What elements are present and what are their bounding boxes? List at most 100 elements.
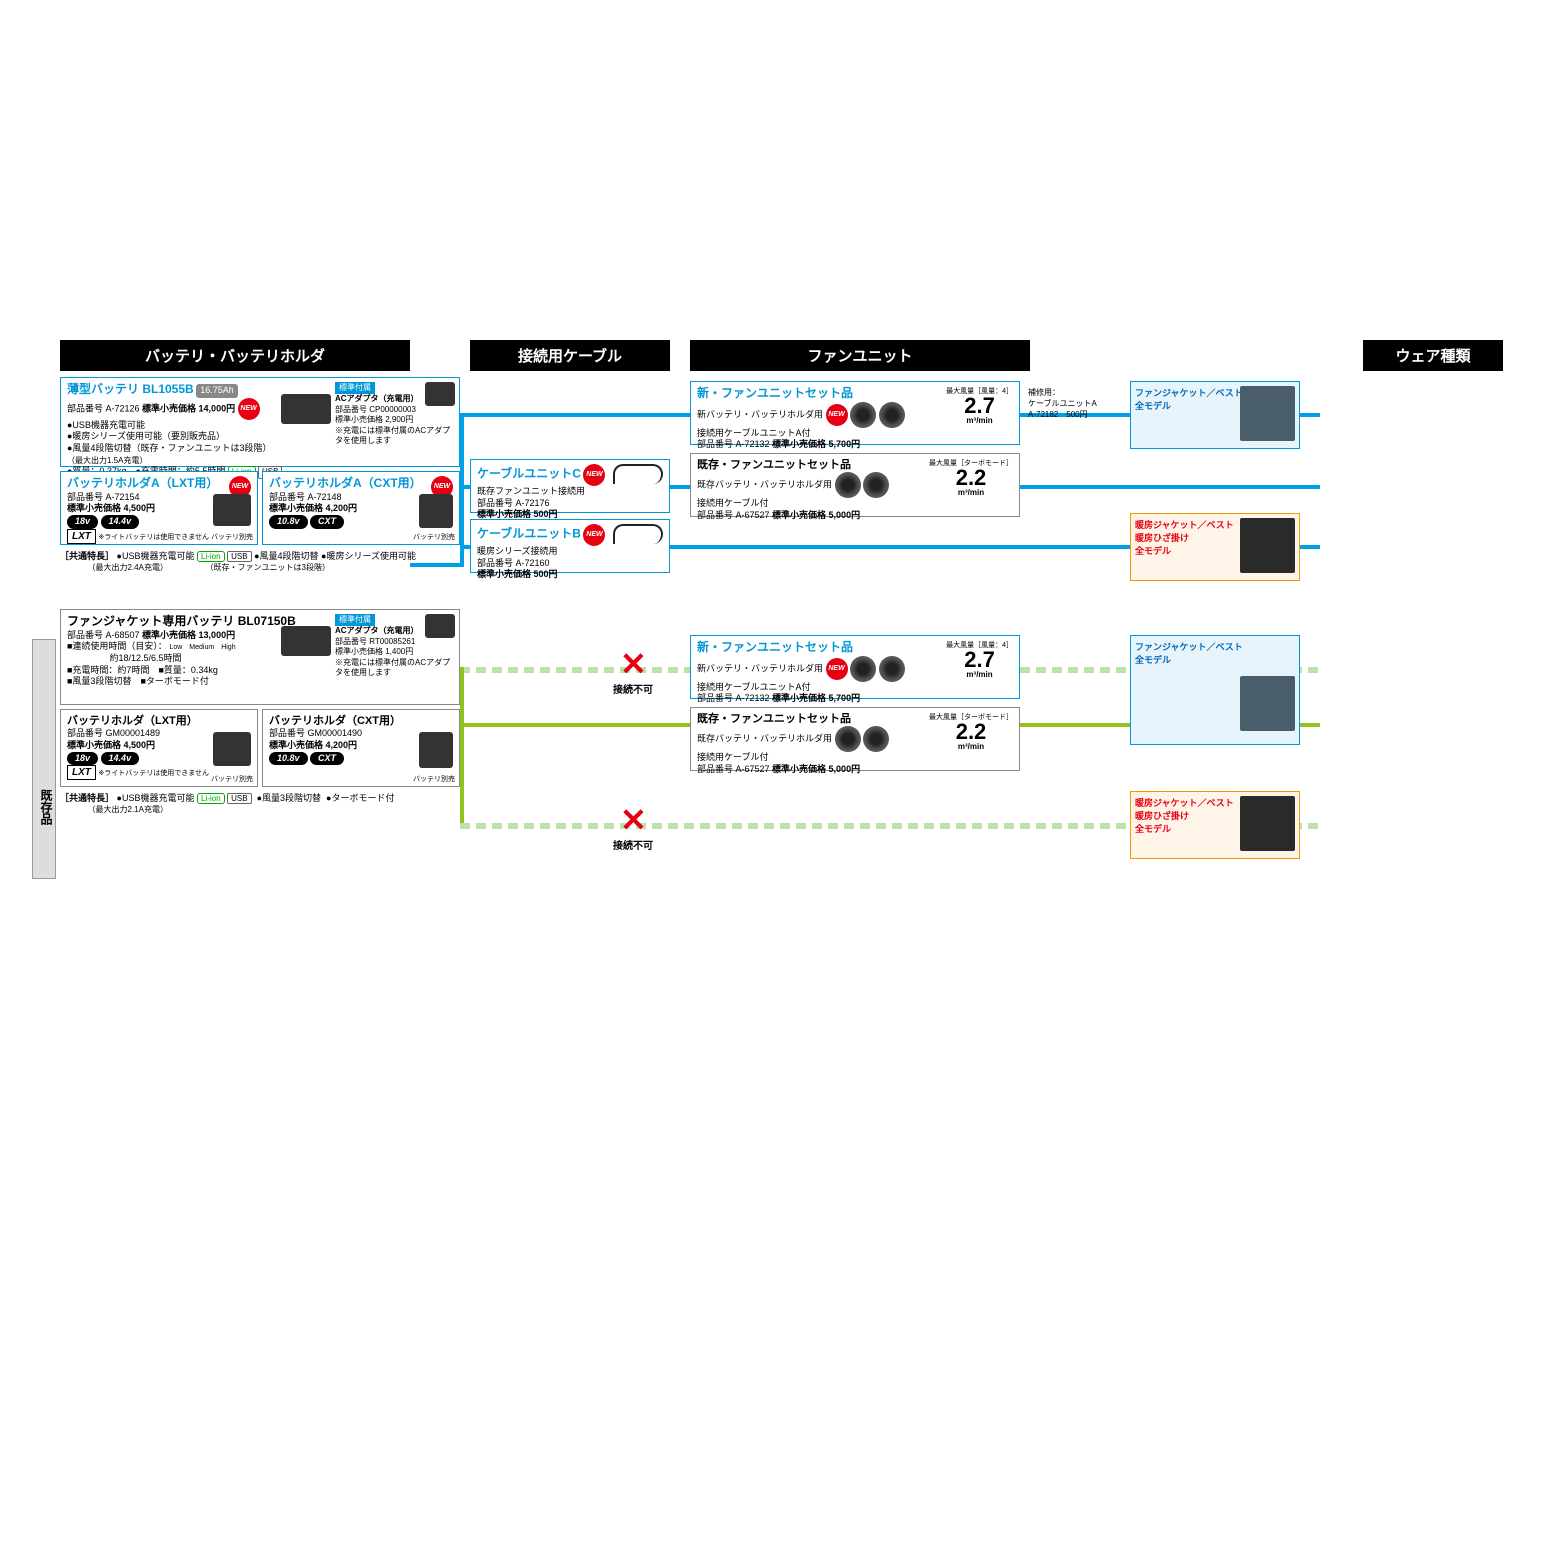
title: バッテリホルダ（LXT用）: [67, 715, 198, 727]
adapter-note: ※充電には標準付属のACアダプタを使用します: [335, 658, 450, 677]
title: 既存・ファンユニットセット品: [697, 713, 851, 725]
lxt-badge: LXT: [67, 765, 96, 780]
air-unit: m³/min: [929, 489, 1013, 497]
part: 部品番号 A-67527: [697, 510, 770, 520]
battery-image: [281, 394, 331, 424]
new-badge: NEW: [583, 464, 605, 486]
std-included: 標準付属: [335, 614, 375, 626]
airflow: 最大風量［ターボモード］ 2.2 m³/min: [929, 460, 1013, 497]
adapter-title: ACアダプタ（充電用）: [335, 394, 419, 403]
sub: 既存バッテリ・バッテリホルダ用: [697, 734, 832, 744]
repair: 補修用：: [1028, 388, 1060, 397]
existing-products-tab: 既存品: [32, 639, 56, 879]
t1: ファンジャケット／ベスト: [1135, 388, 1243, 398]
repair2: ケーブルユニットA: [1028, 399, 1097, 408]
sub2: 接続用ケーブルユニットA付: [697, 682, 810, 692]
t2: 全モデル: [1135, 401, 1171, 411]
air-unit: m³/min: [946, 671, 1013, 679]
cable-image: [613, 524, 663, 544]
price: 標準小売価格 4,500円: [67, 740, 155, 750]
repair3: A-72182 500円: [1028, 410, 1088, 419]
holder-image: [213, 494, 251, 526]
wear-heating-2: 暖房ジャケット／ベスト 暖房ひざ掛け 全モデル: [1130, 791, 1300, 859]
note: ※ライトバッテリは使用できません: [98, 770, 209, 777]
fan-image: [850, 656, 876, 682]
header-battery: バッテリ・バッテリホルダ: [60, 340, 410, 371]
title: 新・ファンユニットセット品: [697, 386, 853, 400]
new-badge: NEW: [826, 404, 848, 426]
common-features-2: ［共通特長］ ●USB機器充電可能 Li-ion USB ●風量3段階切替 ●タ…: [60, 791, 460, 815]
airflow: 最大風量［ターボモード］ 2.2 m³/min: [929, 714, 1013, 751]
sub2: 接続用ケーブル付: [697, 752, 768, 762]
fan-unit-new-2: 新・ファンユニットセット品 新バッテリ・バッテリホルダ用 NEW 接続用ケーブル…: [690, 635, 1020, 699]
feat: ●風量4段階切替（既存・ファンユニットは3段階）: [67, 443, 271, 453]
price: 標準小売価格 500円: [477, 509, 558, 519]
adapter-block: 標準付属 ACアダプタ（充電用） 部品番号 CP00000003 標準小売価格 …: [335, 382, 455, 446]
x-icon: ✕: [620, 801, 647, 839]
fan-unit-existing: 既存・ファンユニットセット品 既存バッテリ・バッテリホルダ用 接続用ケーブル付 …: [690, 453, 1020, 517]
part: 部品番号 A-72132: [697, 693, 770, 703]
std-included: 標準付属: [335, 382, 375, 394]
sub: 暖房シリーズ接続用: [477, 546, 558, 556]
volt-14: 14.4v: [101, 515, 140, 529]
battery-image: [281, 626, 331, 656]
title: 薄型バッテリ BL1055B: [67, 382, 194, 396]
volt-18: 18v: [67, 752, 98, 766]
t1: 暖房ジャケット／ベスト: [1135, 520, 1234, 530]
battery-BL1055B: 薄型バッテリ BL1055B 16.75Ah 部品番号 A-72126 標準小売…: [60, 377, 460, 467]
new-badge: NEW: [238, 398, 260, 420]
f: ●USB機器充電可能: [117, 551, 195, 561]
f: ■充電時間：約7時間 ■質量：0.34kg: [67, 665, 218, 675]
line-dash: [460, 667, 690, 673]
cable-unit-B: ケーブルユニットB NEW 暖房シリーズ接続用 部品番号 A-72160 標準小…: [470, 519, 670, 573]
holder-image: [213, 732, 251, 766]
t2: 全モデル: [1135, 655, 1171, 665]
title: 新・ファンユニットセット品: [697, 640, 853, 654]
jacket-image: [1240, 796, 1295, 851]
wear-heating: 暖房ジャケット／ベスト 暖房ひざ掛け 全モデル: [1130, 513, 1300, 581]
title: バッテリホルダA（LXT用）: [67, 476, 218, 490]
price: 標準小売価格 5,000円: [772, 764, 860, 774]
fb: （既存・ファンユニットは3段階）: [206, 563, 330, 572]
volt-14: 14.4v: [101, 752, 140, 766]
sep: バッテリ別売: [211, 533, 253, 542]
title: バッテリホルダA（CXT用）: [269, 476, 422, 490]
feat-sub: （最大出力1.5A充電）: [67, 456, 147, 465]
f: ■風量3段階切替 ■ターボモード付: [67, 676, 209, 686]
adapter-title: ACアダプタ（充電用）: [335, 626, 419, 635]
fan-unit-existing-2: 既存・ファンユニットセット品 既存バッテリ・バッテリホルダ用 接続用ケーブル付 …: [690, 707, 1020, 771]
part-no: 部品番号 A-72126: [67, 403, 140, 413]
part: 部品番号 A-67527: [697, 764, 770, 774]
adapter-note: ※充電には標準付属のACアダプタを使用します: [335, 426, 450, 445]
air-val: 2.2: [929, 721, 1013, 743]
t1: ファンジャケット／ベスト: [1135, 642, 1243, 652]
sub: 既存バッテリ・バッテリホルダ用: [697, 480, 832, 490]
air-val: 2.2: [929, 467, 1013, 489]
not-connectable: 接続不可: [613, 681, 653, 696]
fb: Low Medium High: [169, 644, 235, 651]
line: [460, 667, 464, 827]
holder-image: [419, 494, 453, 528]
title: 既存・ファンユニットセット品: [697, 459, 851, 471]
airflow: 最大風量［風量：4］ 2.7 m³/min: [946, 388, 1013, 425]
f: ●風量4段階切替: [254, 551, 318, 561]
sep: バッテリ別売: [413, 775, 455, 784]
jacket-image: [1240, 676, 1295, 731]
sub2: 接続用ケーブル付: [697, 498, 768, 508]
holder-image: [419, 732, 453, 768]
new-badge: NEW: [583, 524, 605, 546]
capacity-badge: 16.75Ah: [196, 384, 238, 398]
title: バッテリホルダ（CXT用）: [269, 715, 401, 727]
volt-10: 10.8v: [269, 515, 308, 529]
fc: 約18/12.5/6.5時間: [110, 653, 182, 663]
volt-10: 10.8v: [269, 752, 308, 766]
holder-LXT-existing: バッテリホルダ（LXT用） 部品番号 GM00001489 標準小売価格 4,5…: [60, 709, 258, 787]
line: [460, 413, 464, 567]
f: ●暖房シリーズ使用可能: [321, 551, 416, 561]
fan-image: [879, 656, 905, 682]
compatibility-diagram: バッテリ・バッテリホルダ 接続用ケーブル ファンユニット ウェア種類 ※1 薄型…: [60, 340, 1503, 377]
fan-image: [863, 726, 889, 752]
air-val: 2.7: [946, 395, 1013, 417]
price: 標準小売価格 500円: [477, 569, 558, 579]
x-icon: ✕: [620, 645, 647, 683]
